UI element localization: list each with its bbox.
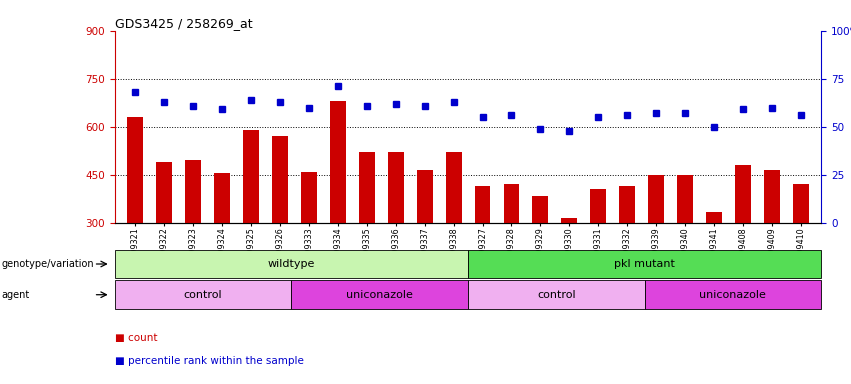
Bar xyxy=(793,184,809,223)
Bar xyxy=(468,250,821,278)
Bar xyxy=(764,170,780,223)
Bar xyxy=(185,161,201,223)
Bar xyxy=(291,280,468,309)
Text: uniconazole: uniconazole xyxy=(700,290,767,300)
Bar xyxy=(468,280,645,309)
Bar xyxy=(706,212,722,223)
Bar xyxy=(388,152,403,223)
Text: pkl mutant: pkl mutant xyxy=(614,259,675,269)
Text: GDS3425 / 258269_at: GDS3425 / 258269_at xyxy=(115,17,253,30)
Bar xyxy=(359,152,374,223)
Bar xyxy=(301,172,317,223)
Text: uniconazole: uniconazole xyxy=(346,290,414,300)
Text: control: control xyxy=(537,290,575,300)
Bar xyxy=(677,175,693,223)
Bar xyxy=(591,189,606,223)
Bar xyxy=(620,186,635,223)
Bar xyxy=(272,136,288,223)
Bar xyxy=(156,162,172,223)
Bar xyxy=(115,280,291,309)
Bar xyxy=(562,218,577,223)
Text: wildtype: wildtype xyxy=(268,259,315,269)
Text: control: control xyxy=(184,290,222,300)
Bar xyxy=(127,117,143,223)
Bar xyxy=(417,170,432,223)
Text: agent: agent xyxy=(2,290,30,300)
Bar xyxy=(533,195,548,223)
Bar xyxy=(446,152,461,223)
Bar xyxy=(645,280,821,309)
Text: ■ percentile rank within the sample: ■ percentile rank within the sample xyxy=(115,356,304,366)
Bar xyxy=(735,165,751,223)
Bar xyxy=(648,175,664,223)
Bar xyxy=(115,250,468,278)
Bar xyxy=(214,173,230,223)
Bar xyxy=(243,130,259,223)
Text: genotype/variation: genotype/variation xyxy=(2,259,94,269)
Bar xyxy=(504,184,519,223)
Bar xyxy=(330,101,346,223)
Bar xyxy=(475,186,490,223)
Text: ■ count: ■ count xyxy=(115,333,157,343)
